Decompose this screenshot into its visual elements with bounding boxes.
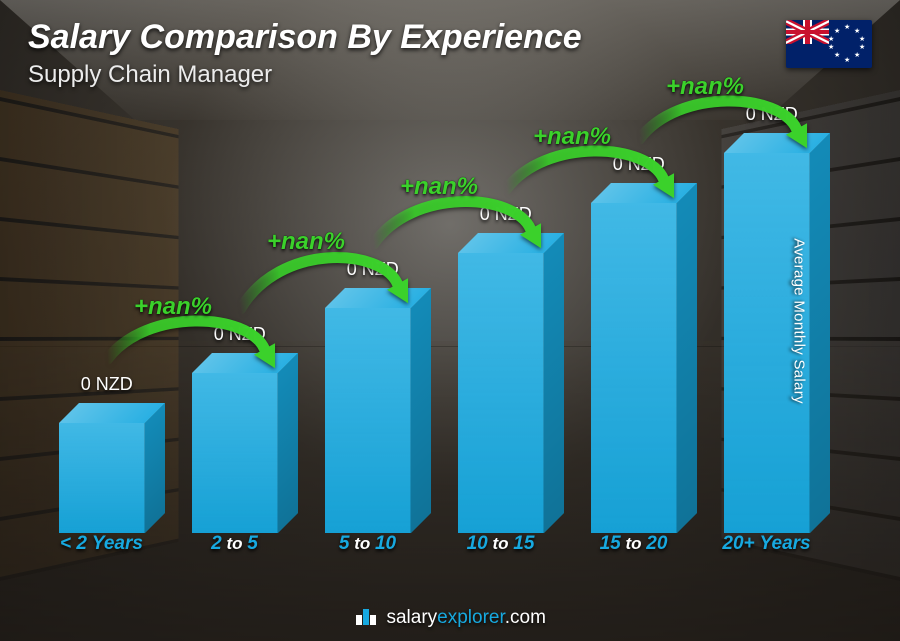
bar-value-label: 0 NZD	[746, 104, 798, 125]
brand-prefix: salary	[386, 607, 437, 628]
bar	[325, 308, 411, 533]
brand-suffix: .com	[505, 607, 546, 628]
header: Salary Comparison By Experience Supply C…	[28, 18, 872, 89]
bar	[458, 253, 544, 533]
bar-slot: 0 NZD	[705, 130, 828, 533]
bar-value-label: 0 NZD	[347, 259, 399, 280]
bar-slot: 0 NZD	[439, 130, 562, 533]
brand-accent: explorer	[437, 607, 505, 628]
brand-text: salaryexplorer.com	[386, 607, 545, 628]
chart-subtitle: Supply Chain Manager	[28, 61, 872, 89]
bar-value-label: 0 NZD	[214, 324, 266, 345]
bar	[59, 423, 145, 533]
bar-slot: 0 NZD	[40, 130, 163, 533]
bar-slot: 0 NZD	[173, 130, 296, 533]
bar-chart: 0 NZD 0 NZD 0 NZD 0 NZD 0 NZD 0 NZD < 2 Years…	[40, 130, 828, 567]
bar-value-label: 0 NZD	[480, 204, 532, 225]
x-axis-label: < 2 Years	[40, 533, 163, 567]
x-axis-label: 10 to 15	[439, 533, 562, 567]
bar-value-label: 0 NZD	[81, 374, 133, 395]
x-axis-label: 20+ Years	[705, 533, 828, 567]
bar	[591, 203, 677, 533]
bar-slot: 0 NZD	[572, 130, 695, 533]
x-axis-label: 2 to 5	[173, 533, 296, 567]
bar-value-label: 0 NZD	[613, 154, 665, 175]
country-flag-cook-islands: ★ ★ ★ ★ ★ ★ ★ ★ ★ ★	[786, 20, 872, 68]
footer: salaryexplorer.com	[0, 605, 900, 629]
chart-title: Salary Comparison By Experience	[28, 18, 872, 57]
bar-slot: 0 NZD	[306, 130, 429, 533]
salaryexplorer-logo-icon	[354, 605, 376, 627]
y-axis-label: Average Monthly Salary	[791, 238, 808, 404]
bar	[192, 373, 278, 533]
x-axis-label: 15 to 20	[572, 533, 695, 567]
x-axis-label: 5 to 10	[306, 533, 429, 567]
